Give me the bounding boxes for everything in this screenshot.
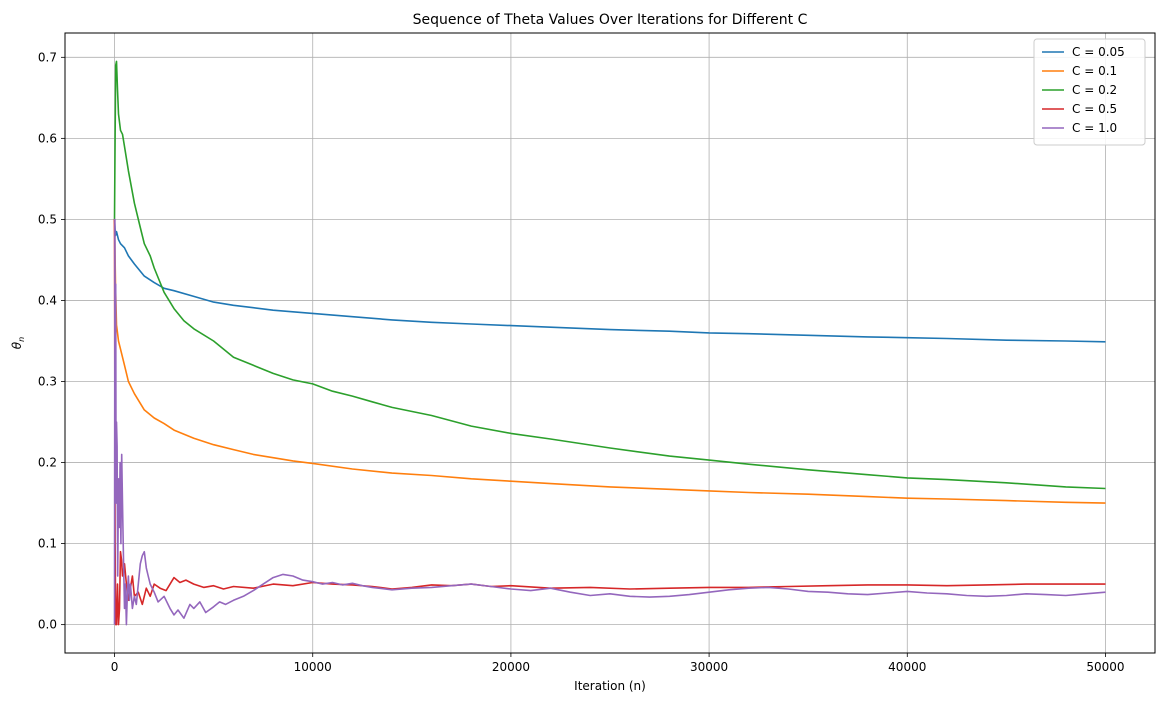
x-axis-ticks: 0 10000 20000 30000 40000 50000 [111,653,1125,674]
y-tick-label: 0.0 [38,618,57,632]
x-tick-label: 20000 [492,660,530,674]
legend-box [1033,38,1146,146]
series-lines [113,60,1106,626]
grid [65,33,1155,653]
chart-title: Sequence of Theta Values Over Iterations… [413,12,808,28]
y-tick-label: 0.6 [38,131,57,145]
y-axis-ticks: 0.0 0.1 0.2 0.3 0.4 0.5 0.6 0.7 [38,50,65,632]
y-tick-label: 0.7 [38,50,57,64]
plot-frame [64,32,1156,654]
legend-label: C = 0.05 [1072,45,1125,59]
x-tick-label: 10000 [294,660,332,674]
legend-label: C = 0.5 [1072,102,1117,116]
legend-label: C = 0.1 [1072,64,1117,78]
y-axis-label-subscript: n [17,337,26,342]
x-tick-label: 40000 [888,660,926,674]
x-tick-label: 0 [111,660,119,674]
y-tick-label: 0.4 [38,293,57,307]
y-tick-label: 0.5 [38,212,57,226]
series-line-c-0-1 [113,219,1106,504]
y-axis-label: θn [10,337,26,349]
y-tick-label: 0.2 [38,456,57,470]
x-tick-label: 50000 [1086,660,1124,674]
y-tick-label: 0.3 [38,374,57,388]
y-tick-label: 0.1 [38,537,57,551]
x-tick-label: 30000 [690,660,728,674]
legend-label: C = 1.0 [1072,121,1117,135]
legend-label: C = 0.2 [1072,83,1117,97]
legend: C = 0.05 C = 0.1 C = 0.2 C = 0.5 C = 1.0 [1033,38,1146,146]
x-axis-label: Iteration (n) [574,679,646,693]
series-line-c-0-05 [113,219,1106,343]
series-line-c-0-2 [113,60,1106,490]
series-line-c-1-0 [113,218,1106,626]
y-axis-label-base: θ [10,341,24,349]
